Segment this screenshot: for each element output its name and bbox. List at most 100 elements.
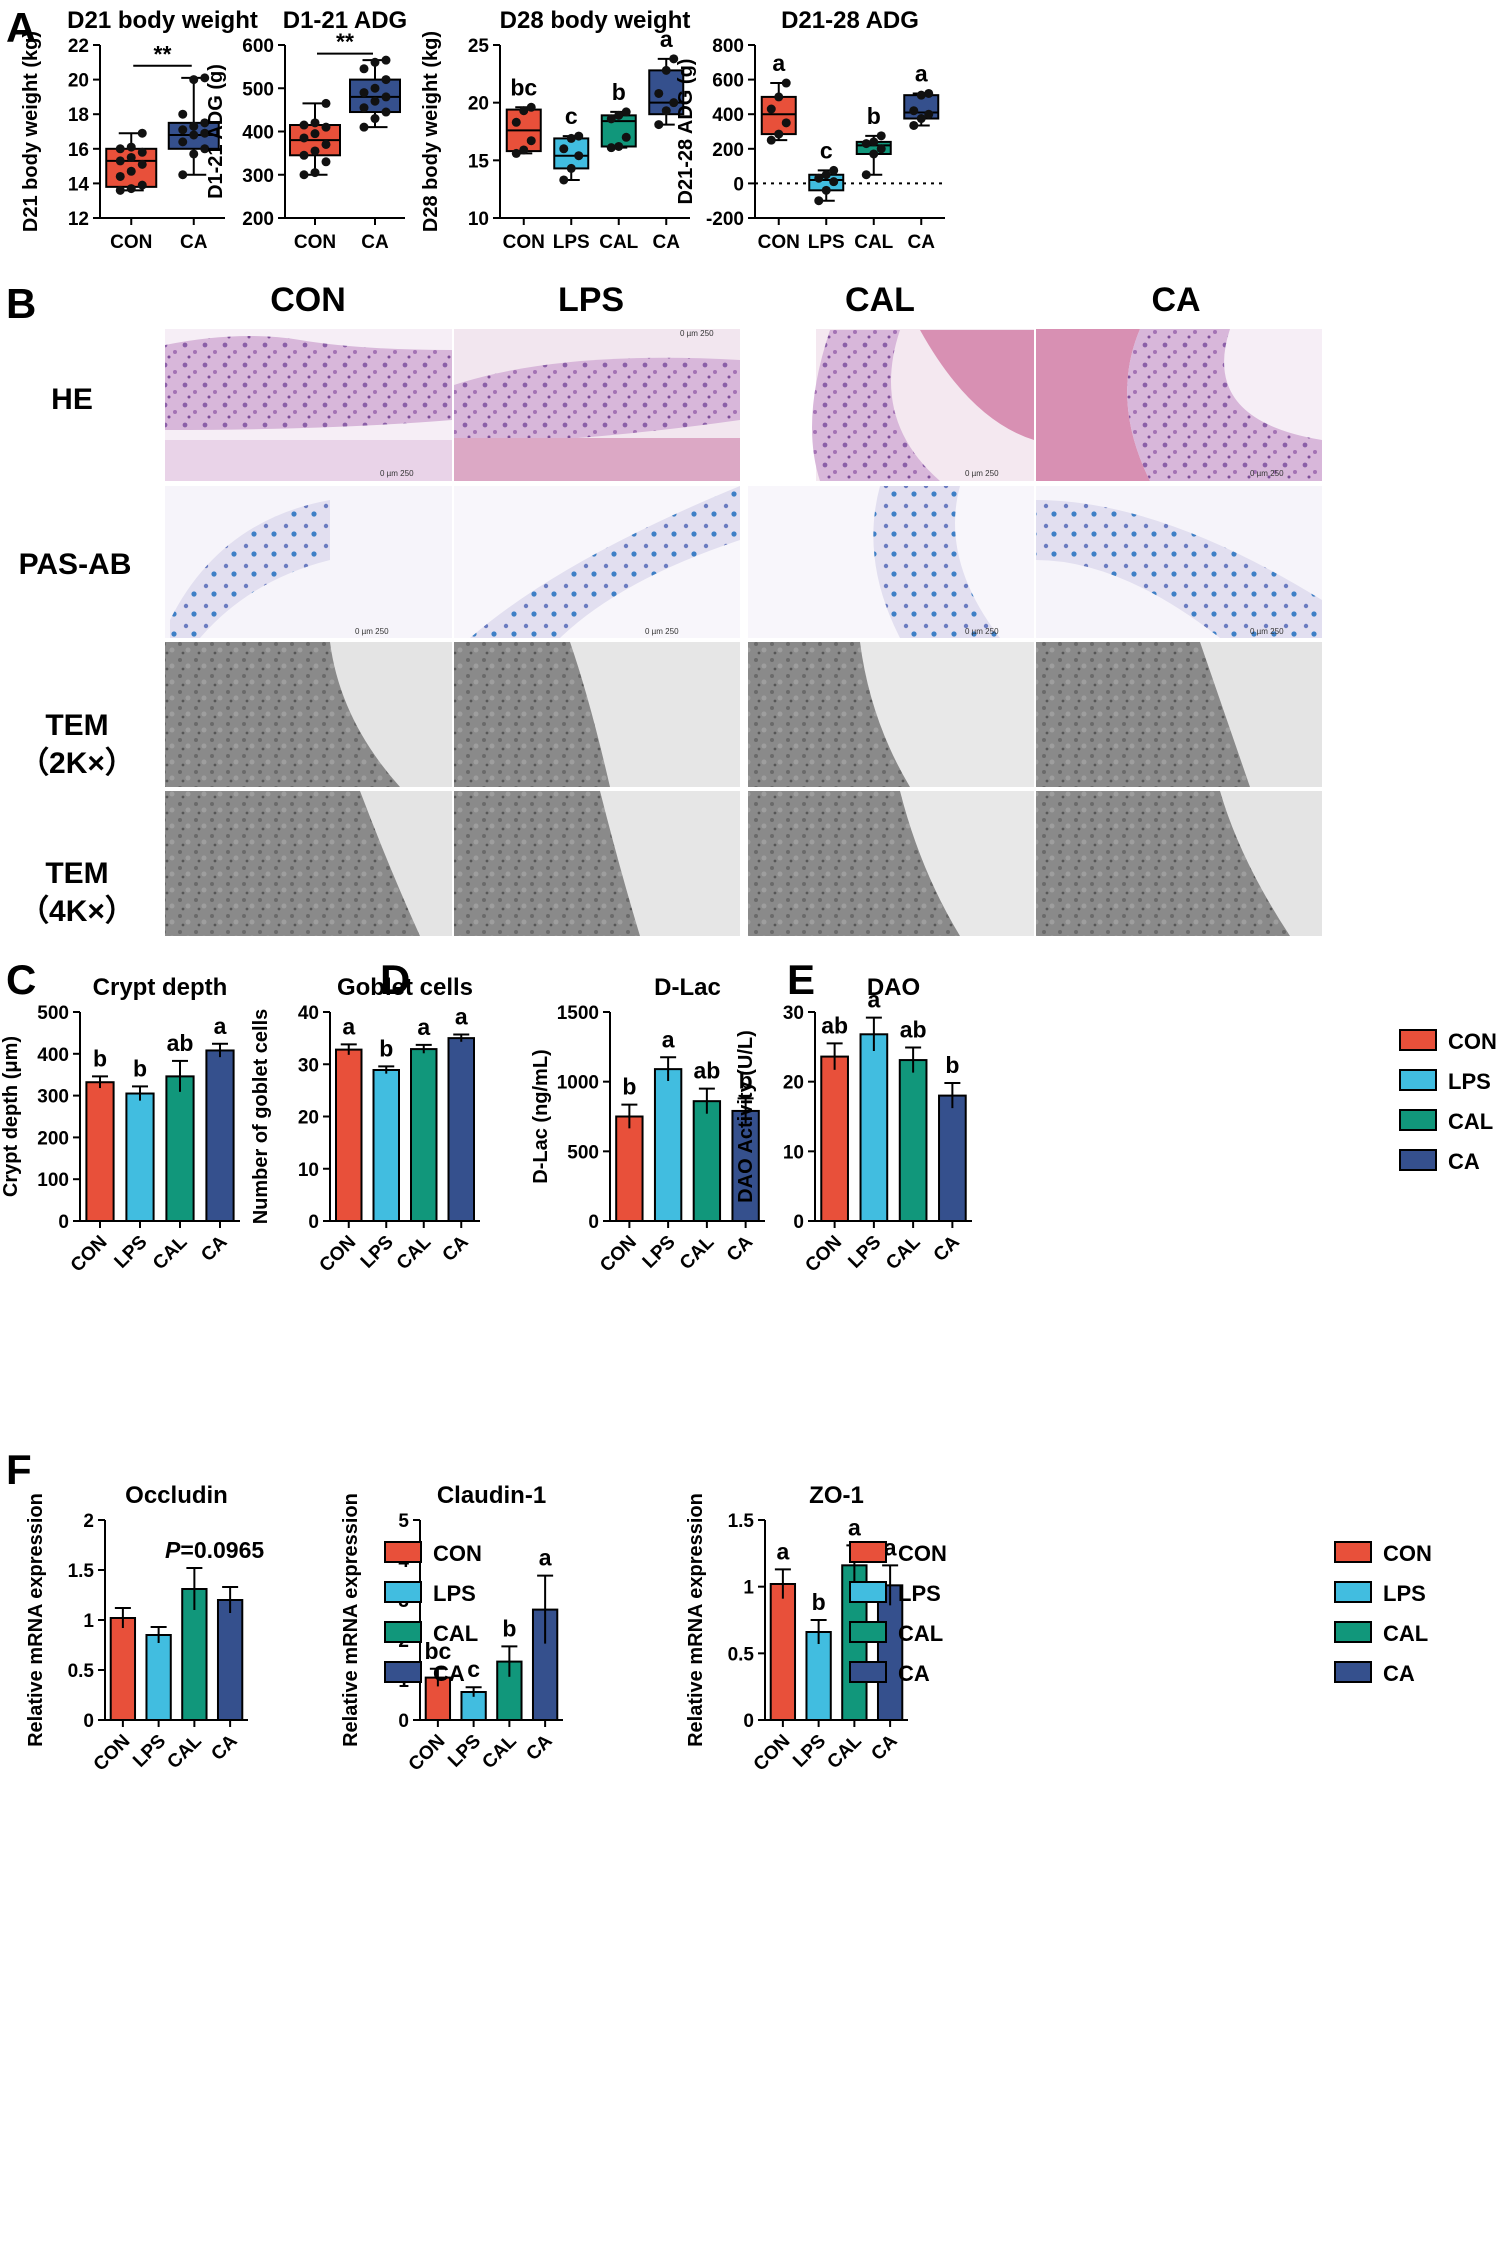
data-point — [519, 145, 529, 155]
data-point — [774, 129, 784, 139]
x-tick-label-ca: CA — [908, 232, 936, 253]
chart-title: D21 body weight — [67, 7, 258, 34]
x-tick-label-con: CON — [67, 1232, 112, 1277]
data-point — [654, 88, 664, 98]
data-point — [189, 130, 199, 140]
chart-title: DAO — [867, 974, 920, 1001]
y-tick-label: 200 — [37, 1128, 69, 1149]
data-point — [861, 139, 871, 149]
x-tick-label-con: CON — [90, 1731, 135, 1776]
box-con — [105, 128, 158, 195]
significance-letter: ab — [167, 1030, 194, 1056]
significance-letter: b — [867, 103, 881, 129]
bar-group-cal: ab — [898, 1017, 928, 1222]
x-tick-label-lps: LPS — [129, 1731, 170, 1772]
data-point — [606, 114, 616, 124]
bar-group-con: bc — [424, 1638, 452, 1721]
x-tick-label-lps: LPS — [444, 1731, 485, 1772]
y-tick-label: 0 — [588, 1212, 599, 1233]
data-point — [299, 120, 309, 130]
data-point — [574, 131, 584, 141]
significance-letter: a — [214, 1013, 227, 1039]
significance-letter: a — [662, 1026, 675, 1052]
data-point — [876, 144, 886, 154]
box-lps: c — [553, 103, 590, 185]
x-tick-label-con: CON — [503, 232, 545, 253]
data-point — [814, 196, 824, 206]
y-axis-title: D21 body weight (kg) — [20, 31, 42, 232]
legend-swatch-cal — [384, 1621, 422, 1643]
data-point — [781, 118, 791, 128]
chart-crypt-depth: Crypt depth 0 100 200 300 400 500 Crypt depth (… — [0, 974, 240, 1276]
legend-label-ca: CA — [1383, 1661, 1415, 1686]
legend: CON LPS CAL CA — [384, 1541, 482, 1686]
data-point — [189, 75, 199, 85]
panel-letter-c: C — [6, 956, 36, 1003]
y-axis-title: D-Lac (ng/mL) — [530, 1049, 552, 1183]
x-tick-label-cal: CAL — [823, 1730, 866, 1773]
p-value-number: =0.0965 — [180, 1537, 264, 1563]
bar — [653, 1068, 683, 1223]
he-image-con: 0 µm 250 — [165, 329, 452, 481]
significance-letter: c — [820, 137, 833, 163]
y-axis-title: Relative mRNA expression — [340, 1493, 362, 1747]
panel-letter-a: A — [6, 4, 36, 51]
legend-label-con: CON — [433, 1541, 482, 1566]
y-tick-label: 300 — [242, 166, 274, 187]
significance-letter: c — [467, 1656, 480, 1682]
data-point — [321, 122, 331, 132]
data-point — [299, 133, 309, 143]
data-point — [814, 173, 824, 183]
data-point — [621, 107, 631, 117]
y-tick-label: 600 — [242, 36, 274, 57]
bar — [205, 1049, 235, 1223]
micrograph-column-label-cal: CAL — [845, 281, 915, 319]
y-tick-label: 2 — [83, 1511, 94, 1532]
y-tick-label: 1.5 — [728, 1511, 755, 1532]
data-point — [526, 102, 536, 112]
panel-letter-d: D — [380, 956, 410, 1003]
tem-2k-image-ca — [1036, 642, 1322, 787]
data-point — [310, 168, 320, 178]
panel-letter-f: F — [6, 1446, 32, 1493]
x-tick-label-cal: CAL — [163, 1730, 206, 1773]
significance-letter: a — [867, 987, 880, 1013]
significance-label: ** — [154, 41, 172, 67]
legend-swatch-cal — [849, 1621, 887, 1643]
legend-swatch-ca — [849, 1661, 887, 1683]
data-point — [661, 106, 671, 116]
bar-group-con: a — [335, 1013, 363, 1222]
legend: CON LPS CAL CA — [1399, 1029, 1497, 1174]
legend: CON LPS CAL CA — [849, 1541, 947, 1686]
y-tick-label: 0.5 — [728, 1644, 755, 1665]
data-point — [321, 139, 331, 149]
y-tick-label: 40 — [298, 1003, 319, 1024]
data-point — [566, 133, 576, 143]
bar — [805, 1631, 832, 1721]
x-tick-label-ca: CA — [197, 1231, 231, 1265]
data-point — [321, 157, 331, 167]
legend-swatch-con — [1334, 1541, 1372, 1563]
y-tick-label: 0 — [743, 1711, 754, 1732]
y-tick-label: 10 — [468, 209, 489, 230]
data-point — [574, 151, 584, 161]
bar — [125, 1092, 155, 1223]
tem-4k-image-lps — [454, 791, 740, 936]
box-cal: b — [600, 79, 637, 153]
legend-label-cal: CAL — [898, 1621, 943, 1646]
y-tick-label: 20 — [783, 1073, 804, 1094]
x-tick-label-ca: CA — [522, 1730, 556, 1764]
x-tick-label-con: CON — [750, 1731, 795, 1776]
x-tick-label-lps: LPS — [639, 1232, 680, 1273]
tem-2k-image-lps — [454, 642, 740, 787]
data-point — [526, 136, 536, 146]
bar — [769, 1583, 797, 1721]
bar-group-cal: b — [496, 1615, 523, 1721]
micrograph-row-label-pas-ab: PAS-AB — [19, 548, 132, 581]
legend-swatch-lps — [849, 1581, 887, 1603]
significance-letter: b — [93, 1045, 107, 1071]
bar-group-ca: b — [938, 1052, 967, 1222]
x-tick-label-cal: CAL — [393, 1231, 436, 1274]
significance-letter: ab — [900, 1017, 927, 1043]
